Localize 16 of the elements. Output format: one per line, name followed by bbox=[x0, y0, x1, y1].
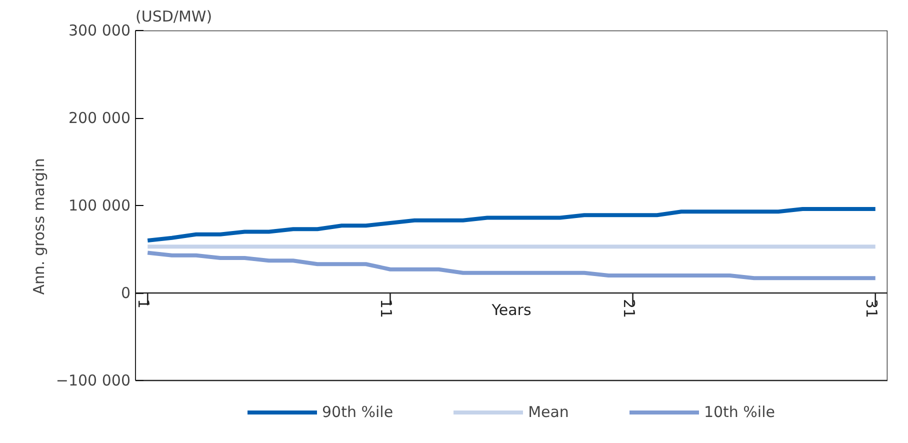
x-tick-label: 21 bbox=[620, 299, 638, 318]
y-axis-title: Ann. gross margin bbox=[30, 158, 48, 295]
x-tick-label: 11 bbox=[377, 299, 396, 318]
line-series bbox=[146, 207, 878, 242]
x-axis-title: Years bbox=[490, 301, 532, 319]
legend-label: Mean bbox=[528, 403, 569, 421]
y-tick-label: −100 000 bbox=[56, 372, 131, 390]
legend-label: 10th %ile bbox=[704, 403, 775, 421]
y-tick-label: 100 000 bbox=[68, 196, 130, 214]
y-tick-label: 0 bbox=[120, 284, 131, 302]
legend-label: 90th %ile bbox=[322, 403, 394, 421]
y-tick-label: 200 000 bbox=[68, 109, 130, 127]
line-series bbox=[146, 250, 878, 280]
x-tick-label: 31 bbox=[862, 299, 880, 318]
y-tick-label: 300 000 bbox=[68, 22, 130, 40]
chart-subtitle: (USD/MW) bbox=[136, 8, 212, 26]
